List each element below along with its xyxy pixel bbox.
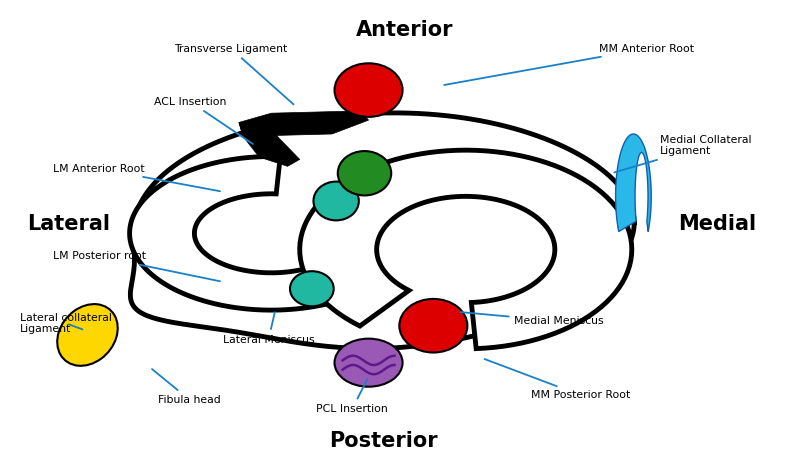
Text: Transverse Ligament: Transverse Ligament: [174, 43, 293, 104]
Text: LM Anterior Root: LM Anterior Root: [53, 164, 220, 191]
Text: Anterior: Anterior: [356, 20, 454, 40]
Text: Medial Collateral
Ligament: Medial Collateral Ligament: [614, 135, 752, 172]
Ellipse shape: [338, 151, 391, 195]
Text: Medial Meniscus: Medial Meniscus: [460, 312, 604, 326]
Text: Lateral collateral
Ligament: Lateral collateral Ligament: [20, 313, 112, 334]
Ellipse shape: [58, 304, 117, 366]
Polygon shape: [616, 134, 651, 231]
Polygon shape: [239, 122, 300, 166]
Polygon shape: [300, 150, 632, 349]
Ellipse shape: [335, 339, 403, 387]
Text: Lateral Meniscus: Lateral Meniscus: [223, 312, 314, 345]
Text: ACL Insertion: ACL Insertion: [154, 97, 253, 144]
Text: Posterior: Posterior: [329, 431, 437, 451]
Ellipse shape: [399, 299, 467, 353]
Ellipse shape: [335, 63, 403, 117]
Text: Lateral: Lateral: [28, 214, 110, 234]
Text: MM Posterior Root: MM Posterior Root: [484, 359, 630, 400]
Text: Medial: Medial: [678, 214, 756, 234]
Polygon shape: [239, 111, 369, 136]
Text: PCL Insertion: PCL Insertion: [317, 379, 388, 414]
Text: MM Anterior Root: MM Anterior Root: [444, 43, 694, 85]
Text: Fibula head: Fibula head: [152, 369, 220, 405]
Ellipse shape: [313, 182, 359, 220]
Ellipse shape: [290, 271, 334, 306]
Text: LM Posterior root: LM Posterior root: [53, 251, 220, 281]
Polygon shape: [130, 157, 362, 310]
